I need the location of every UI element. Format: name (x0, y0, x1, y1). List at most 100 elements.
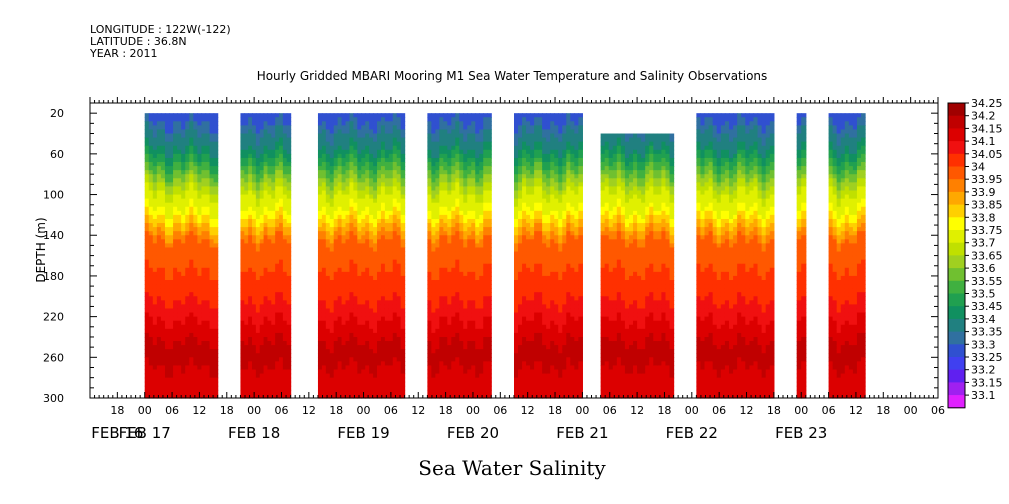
salinity-cell (380, 202, 386, 208)
salinity-cell (144, 328, 150, 334)
salinity-cell (333, 223, 339, 228)
salinity-cell (400, 174, 406, 179)
salinity-cell (361, 385, 366, 391)
salinity-cell (271, 271, 276, 277)
salinity-cell (181, 349, 186, 354)
salinity-cell (384, 308, 390, 314)
salinity-cell (279, 312, 284, 318)
salinity-cell (427, 218, 432, 224)
salinity-cell (522, 198, 527, 204)
salinity-cell (459, 243, 464, 249)
salinity-cell (275, 263, 280, 269)
salinity-cell (459, 202, 464, 208)
salinity-cell (252, 113, 257, 118)
salinity-cell (392, 304, 398, 310)
salinity-cell (189, 133, 194, 139)
salinity-cell (193, 121, 198, 126)
salinity-cell (451, 186, 456, 192)
salinity-cell (259, 194, 265, 200)
salinity-cell (205, 149, 211, 155)
salinity-cell (349, 385, 354, 391)
salinity-cell (396, 243, 402, 249)
salinity-cell (263, 129, 269, 135)
salinity-cell (487, 393, 492, 399)
salinity-cell (248, 239, 253, 244)
salinity-cell (514, 312, 519, 318)
salinity-cell (213, 275, 219, 281)
salinity-cell (185, 149, 190, 155)
salinity-cell (201, 174, 207, 179)
salinity-cell (471, 296, 476, 301)
salinity-cell (213, 369, 219, 375)
salinity-cell (271, 255, 276, 261)
salinity-cell (185, 231, 190, 236)
salinity-cell (248, 312, 253, 318)
salinity-cell (244, 324, 249, 330)
salinity-cell (177, 284, 182, 289)
salinity-cell (252, 316, 257, 322)
salinity-cell (213, 349, 219, 354)
salinity-cell (317, 284, 323, 289)
salinity-cell (152, 328, 158, 334)
salinity-cell (396, 312, 402, 318)
salinity-cell (240, 247, 245, 253)
salinity-cell (388, 133, 394, 139)
salinity-cell (431, 190, 436, 196)
salinity-cell (487, 267, 492, 273)
salinity-cell (483, 377, 488, 383)
salinity-cell (156, 393, 162, 399)
salinity-cell (185, 243, 190, 249)
salinity-cell (380, 300, 386, 306)
salinity-cell (369, 194, 374, 200)
salinity-cell (197, 377, 203, 383)
salinity-cell (209, 137, 215, 143)
salinity-cell (148, 381, 154, 387)
salinity-cell (164, 218, 170, 224)
salinity-cell (380, 239, 386, 244)
salinity-cell (244, 145, 249, 151)
salinity-cell (443, 263, 448, 269)
salinity-cell (392, 174, 398, 179)
salinity-cell (479, 300, 484, 306)
salinity-cell (263, 141, 269, 147)
salinity-cell (169, 255, 174, 261)
salinity-cell (248, 324, 253, 330)
salinity-cell (400, 129, 406, 135)
salinity-cell (357, 373, 362, 379)
salinity-cell (369, 166, 374, 171)
salinity-cell (341, 284, 347, 289)
salinity-cell (271, 133, 276, 139)
salinity-cell (400, 381, 406, 387)
salinity-cell (156, 389, 162, 395)
salinity-cell (209, 284, 215, 289)
salinity-cell (479, 218, 484, 224)
salinity-cell (152, 316, 158, 322)
salinity-cell (205, 231, 211, 236)
salinity-cell (321, 218, 327, 224)
salinity-cell (177, 133, 182, 139)
salinity-cell (427, 231, 432, 236)
salinity-cell (244, 133, 249, 139)
salinity-cell (475, 174, 480, 179)
salinity-cell (169, 288, 174, 293)
salinity-cell (282, 198, 288, 204)
salinity-cell (455, 324, 460, 330)
salinity-cell (431, 361, 436, 367)
salinity-cell (275, 170, 280, 175)
salinity-cell (244, 389, 249, 395)
salinity-cell (365, 129, 370, 135)
salinity-cell (325, 312, 331, 318)
salinity-cell (357, 320, 362, 326)
salinity-cell (514, 137, 519, 143)
salinity-cell (177, 198, 182, 204)
salinity-cell (244, 125, 249, 131)
salinity-cell (160, 288, 166, 293)
salinity-cell (400, 361, 406, 367)
salinity-cell (173, 133, 178, 139)
salinity-cell (380, 117, 386, 122)
salinity-cell (369, 137, 374, 143)
salinity-cell (345, 231, 351, 236)
salinity-cell (185, 324, 190, 330)
salinity-cell (189, 247, 194, 253)
salinity-cell (259, 259, 265, 265)
